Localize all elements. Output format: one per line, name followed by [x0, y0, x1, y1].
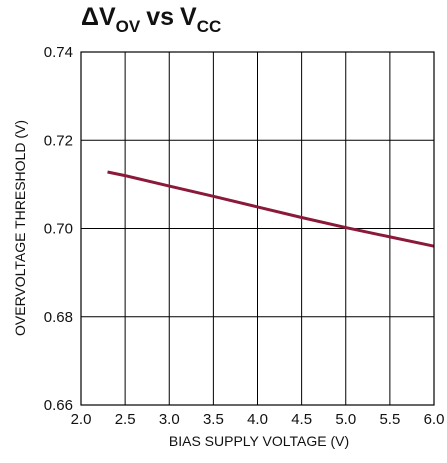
plot-frame — [80, 51, 435, 406]
y-tick-label-3: 0.68 — [44, 309, 73, 326]
title-subscript-ov: OV — [116, 17, 141, 36]
y-tick-label-1: 0.72 — [44, 132, 73, 149]
x-tick-label-1: 2.5 — [115, 411, 136, 428]
grid — [80, 51, 435, 406]
title-subscript-cc: CC — [197, 17, 222, 36]
series-line-0 — [107, 170, 435, 248]
x-tick-label-7: 5.5 — [379, 411, 400, 428]
chart-title: ΔVOV vs VCC — [81, 3, 221, 36]
y-tick-label-2: 0.70 — [44, 221, 73, 238]
x-tick-label-3: 3.5 — [203, 411, 224, 428]
title-vs: vs — [146, 3, 174, 31]
x-tick-label-8: 6.0 — [424, 411, 445, 428]
y-tick-label-4: 0.66 — [44, 397, 73, 414]
x-tick-label-0: 2.0 — [71, 411, 92, 428]
x-tick-label-4: 4.0 — [247, 411, 268, 428]
y-axis-label: OVERVOLTAGE THRESHOLD (V) — [12, 120, 28, 336]
x-tick-label-2: 3.0 — [159, 411, 180, 428]
y-tick-label-0: 0.74 — [44, 44, 73, 61]
y-tick-labels: 0.74 0.72 0.70 0.68 0.66 — [44, 44, 73, 414]
title-v: V — [180, 3, 197, 31]
x-tick-label-6: 5.0 — [335, 411, 356, 428]
x-axis-label: BIAS SUPPLY VOLTAGE (V) — [169, 433, 349, 449]
x-tick-label-5: 4.5 — [291, 411, 312, 428]
series-layer — [107, 170, 435, 248]
title-delta-v: ΔV — [81, 3, 116, 31]
x-tick-labels: 2.0 2.5 3.0 3.5 4.0 4.5 5.0 5.5 6.0 — [71, 411, 445, 428]
